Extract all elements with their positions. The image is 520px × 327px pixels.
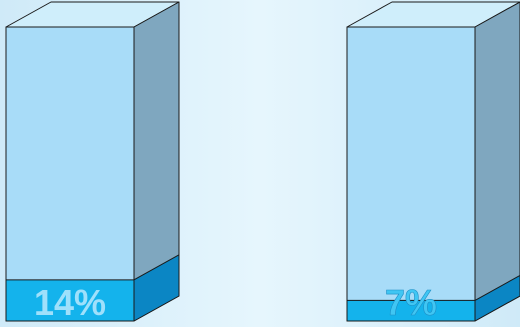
bar-2-container-front <box>346 26 476 322</box>
bar-1-value-label: 14% <box>34 282 106 323</box>
bar-1-fill-side <box>133 254 180 322</box>
bar-2-fill-side <box>474 274 520 322</box>
bar-2-container-top <box>346 1 520 28</box>
bar-2-container-side <box>474 1 520 322</box>
bar-2-value-label: 7% <box>385 282 437 323</box>
bar-1-container-front <box>5 26 135 322</box>
